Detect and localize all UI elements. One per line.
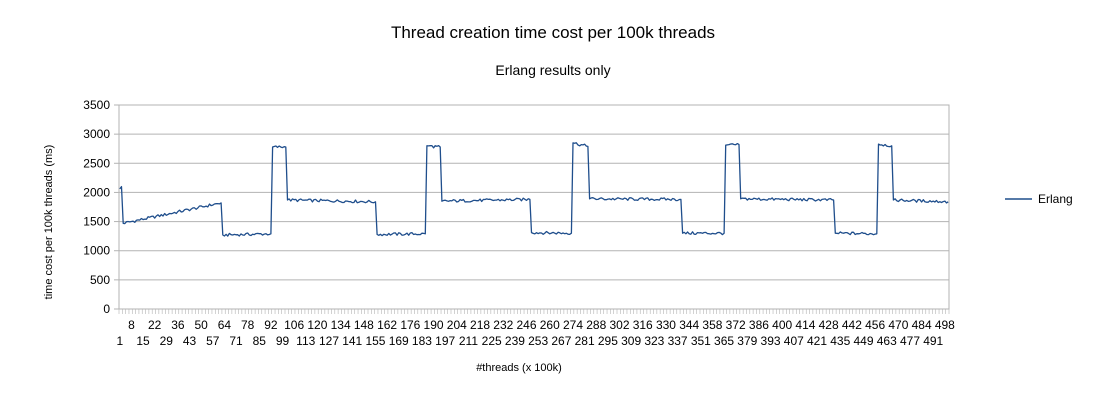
x-tick-label: 309	[621, 334, 641, 348]
x-tick-label: 463	[877, 334, 897, 348]
x-tick-label: 295	[598, 334, 618, 348]
x-tick-label: 253	[528, 334, 548, 348]
y-tick-label: 2000	[83, 185, 110, 199]
x-tick-label: 183	[412, 334, 432, 348]
x-tick-label: 239	[505, 334, 525, 348]
x-tick-label: 449	[853, 334, 873, 348]
x-tick-label: 323	[644, 334, 664, 348]
x-tick-label: 162	[377, 318, 397, 332]
y-tick-label: 0	[103, 302, 110, 316]
x-tick-label: 344	[679, 318, 699, 332]
x-tick-label: 337	[668, 334, 688, 348]
x-tick-label: 197	[435, 334, 455, 348]
x-tick-label: 456	[865, 318, 885, 332]
x-tick-label: 99	[276, 334, 290, 348]
y-tick-label: 2500	[83, 156, 110, 170]
x-tick-label: 393	[761, 334, 781, 348]
x-tick-label: 260	[540, 318, 560, 332]
chart-title: Thread creation time cost per 100k threa…	[391, 23, 715, 42]
x-tick-label: 232	[493, 318, 513, 332]
x-tick-label: 57	[206, 334, 220, 348]
x-tick-label: 246	[517, 318, 537, 332]
x-tick-label: 85	[253, 334, 267, 348]
x-tick-label: 15	[136, 334, 150, 348]
x-tick-label: 365	[714, 334, 734, 348]
x-tick-label: 274	[563, 318, 583, 332]
x-tick-label: 358	[702, 318, 722, 332]
x-tick-label: 302	[609, 318, 629, 332]
x-tick-label: 288	[586, 318, 606, 332]
x-tick-label: 148	[354, 318, 374, 332]
legend-label-erlang: Erlang	[1038, 192, 1073, 206]
y-tick-label: 3500	[83, 98, 110, 112]
x-tick-label: 470	[888, 318, 908, 332]
x-tick-label: 127	[319, 334, 339, 348]
chart-subtitle: Erlang results only	[495, 62, 610, 78]
x-tick-label: 407	[784, 334, 804, 348]
gridlines	[119, 104, 949, 310]
x-tick-label: 190	[424, 318, 444, 332]
legend: Erlang	[1005, 192, 1073, 206]
x-tick-label: 428	[819, 318, 839, 332]
x-tick-label: 484	[912, 318, 932, 332]
x-tick-label: 225	[482, 334, 502, 348]
x-tick-label: 316	[633, 318, 653, 332]
x-tick-label: 43	[183, 334, 197, 348]
y-axis-title: time cost per 100k threads (ms)	[43, 145, 55, 300]
x-tick-label: 281	[575, 334, 595, 348]
x-tick-label: 414	[795, 318, 815, 332]
x-tick-label: 134	[331, 318, 351, 332]
x-tick-label: 50	[194, 318, 208, 332]
x-tick-label: 78	[241, 318, 255, 332]
x-tick-label: 141	[342, 334, 362, 348]
y-tick-label: 3000	[83, 127, 110, 141]
x-tick-label: 372	[726, 318, 746, 332]
x-tick-label: 204	[447, 318, 467, 332]
y-axis-ticks: 0 500 1000 1500 2000 2500 3000 3500	[83, 98, 119, 316]
x-tick-label: 113	[296, 334, 315, 348]
x-tick-label: 330	[656, 318, 676, 332]
x-tick-label: 29	[160, 334, 174, 348]
y-tick-label: 1500	[83, 215, 110, 229]
x-tick-label: 386	[749, 318, 769, 332]
x-tick-label: 218	[470, 318, 490, 332]
x-tick-label: 435	[830, 334, 850, 348]
plot-area	[118, 104, 950, 310]
x-tick-label: 379	[737, 334, 757, 348]
x-tick-label: 491	[923, 334, 943, 348]
x-tick-label: 421	[807, 334, 827, 348]
series-line-erlang	[119, 142, 949, 237]
x-tick-label: 106	[284, 318, 304, 332]
x-tick-label: 498	[935, 318, 955, 332]
x-tick-label: 169	[389, 334, 409, 348]
x-tick-label: 8	[128, 318, 135, 332]
x-tick-label: 64	[218, 318, 232, 332]
x-tick-label: 267	[551, 334, 571, 348]
x-tick-label: 211	[459, 334, 478, 348]
x-tick-label: 155	[365, 334, 385, 348]
x-tick-label: 477	[900, 334, 920, 348]
x-tick-label: 400	[772, 318, 792, 332]
x-tick-label: 36	[171, 318, 185, 332]
y-tick-label: 500	[90, 273, 110, 287]
x-tick-label: 71	[229, 334, 243, 348]
x-tick-label: 351	[691, 334, 711, 348]
y-tick-label: 1000	[83, 244, 110, 258]
x-tick-label: 22	[148, 318, 162, 332]
x-tick-label: 176	[400, 318, 420, 332]
x-tick-label: 92	[264, 318, 278, 332]
x-tick-label: 120	[307, 318, 327, 332]
x-axis-title: #threads (x 100k)	[476, 362, 562, 374]
x-tick-label: 1	[116, 334, 123, 348]
x-axis-ticks: 8 22 36 50 64 78 92 106 120 134 148 162 176 190 204 218…	[116, 309, 955, 348]
series-group	[119, 142, 949, 237]
x-tick-label: 442	[842, 318, 862, 332]
